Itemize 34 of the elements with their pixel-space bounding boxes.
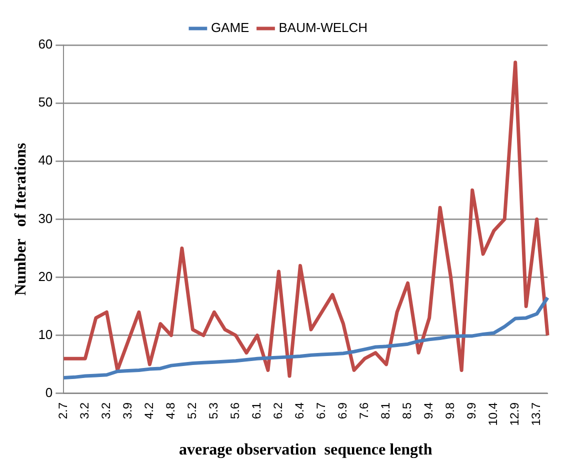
y-axis-title: Number of Iterations	[12, 142, 30, 296]
x-tick-label: 6.1	[250, 402, 264, 420]
x-tick-label: 2.7	[56, 402, 70, 420]
y-tick-label: 30	[38, 210, 53, 226]
legend-label: GAME	[210, 20, 250, 36]
x-tick-label: 5.3	[206, 402, 221, 420]
y-tick-label: 10	[38, 326, 53, 342]
x-tick-label: 5.2	[185, 402, 200, 420]
x-tick-label: 4.8	[164, 402, 178, 420]
x-tick-label: 9.9	[464, 402, 479, 420]
x-tick-label: 3.2	[77, 402, 92, 420]
x-tick-label: 8.1	[378, 402, 393, 420]
x-tick-label: 3.2	[98, 402, 113, 420]
x-tick-label: 6.7	[314, 402, 328, 420]
y-tick-label: 40	[38, 152, 53, 168]
x-tick-label: 6.4	[292, 402, 307, 420]
x-tick-label: 6.2	[271, 402, 286, 420]
legend-label: BAUM-WELCH	[278, 20, 368, 36]
x-tick-label: 3.9	[120, 402, 134, 420]
x-tick-label: 6.9	[336, 402, 350, 420]
y-tick-label: 60	[38, 36, 53, 52]
x-axis-title: average observation sequence length	[178, 442, 432, 459]
x-tick-label: 9.4	[422, 402, 436, 420]
y-tick-label: 0	[45, 385, 53, 400]
y-tick-label: 50	[38, 94, 53, 110]
x-tick-label: 13.7	[529, 402, 544, 426]
x-tick-label: 10.4	[486, 402, 500, 426]
x-tick-label: 7.6	[357, 402, 372, 420]
x-tick-label: 8.5	[400, 402, 414, 420]
x-tick-label: 4.2	[142, 402, 156, 420]
y-tick-label: 20	[38, 268, 53, 284]
x-tick-label: 9.8	[443, 402, 458, 420]
x-tick-label: 5.6	[228, 402, 242, 420]
x-tick-label: 12.9	[508, 402, 522, 426]
